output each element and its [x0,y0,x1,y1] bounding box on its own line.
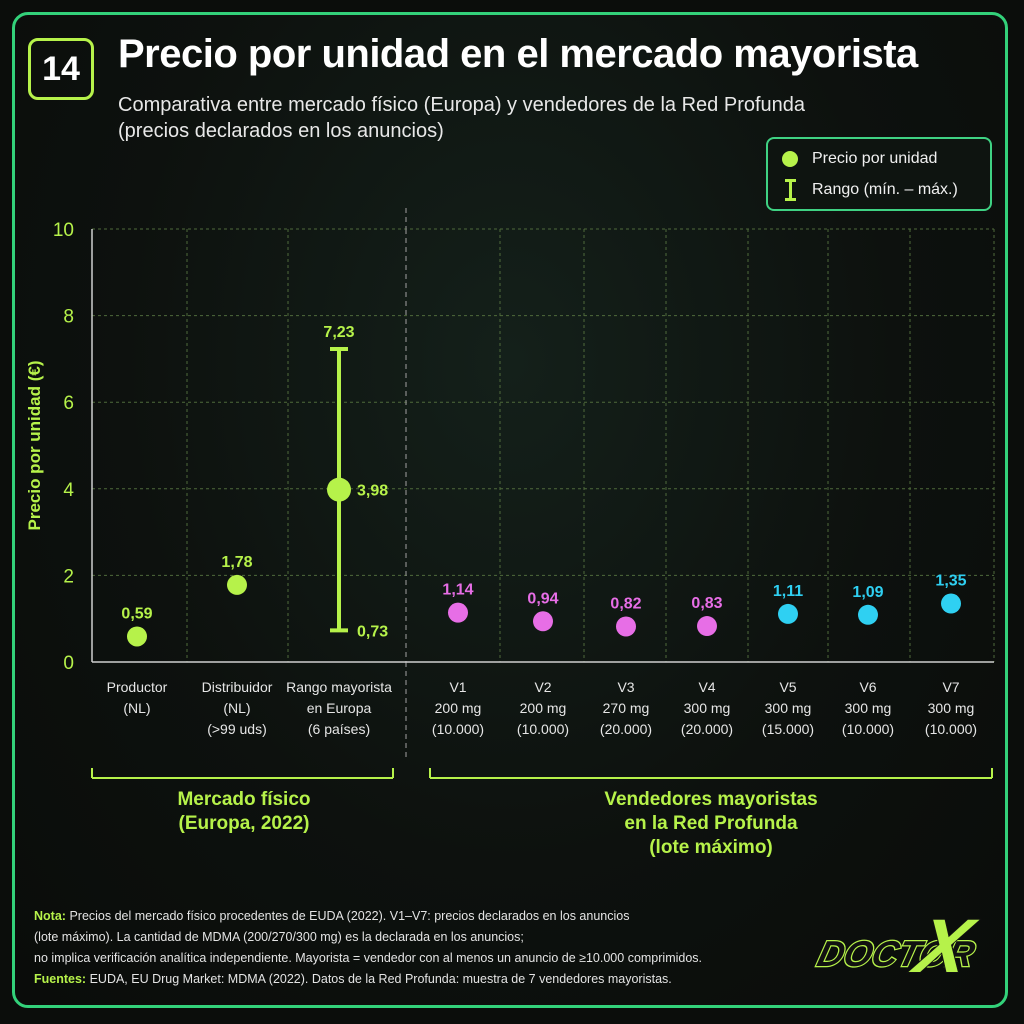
group-label-line: Mercado físico [177,789,311,810]
category-label: Productor [107,679,168,695]
doctorx-logo: DOCTOR X [812,903,985,990]
data-point [858,604,878,625]
category-label: (10.000) [517,721,569,737]
category-label: 200 mg [520,700,567,716]
data-point [778,603,798,624]
category-label: (NL) [123,700,150,716]
data-label: 0,82 [610,595,641,612]
y-axis-title: Precio por unidad (€) [25,360,44,530]
page-subtitle: Comparativa entre mercado físico (Europa… [118,92,978,144]
data-label: 0,59 [121,605,152,622]
category-label: en Europa [307,700,372,716]
legend-item-point: Precio por unidad [782,150,937,168]
category-label: V2 [534,679,551,695]
category-label: (10.000) [432,721,484,737]
subtitle-line-1: Comparativa entre mercado físico (Europa… [118,94,806,116]
data-point [616,616,636,637]
group-label-line: (Europa, 2022) [178,813,310,834]
data-point [941,593,961,614]
y-tick-label: 4 [63,480,74,501]
category-label: (20.000) [681,721,733,737]
category-label: 200 mg [435,700,482,716]
category-label: 300 mg [765,700,812,716]
data-label: 1,78 [221,554,252,571]
category-label: V6 [859,679,876,695]
data-label: 1,35 [935,573,966,590]
category-label: (6 países) [308,721,370,737]
chart-number: 14 [42,49,80,88]
category-label: V3 [617,679,634,695]
legend-point-label: Precio por unidad [812,150,938,167]
data-point [327,477,351,502]
data-point [127,626,147,647]
category-label: V4 [698,679,715,695]
category-label: (10.000) [925,721,977,737]
y-tick-label: 6 [63,393,74,414]
data-label: 1,09 [852,584,883,601]
chart-legend: Precio por unidad Rango (mín. – máx.) [766,137,992,211]
y-tick-label: 0 [63,653,74,674]
category-label: 270 mg [603,700,650,716]
category-label: (NL) [223,700,250,716]
legend-range-label: Rango (mín. – máx.) [812,181,958,198]
page-title: Precio por unidad en el mercado mayorist… [118,32,918,76]
y-tick-label: 8 [63,307,74,328]
data-label: 1,11 [773,583,803,600]
group-label-darkweb-vendors: Vendedores mayoristas en la Red Profunda (… [430,788,992,860]
note-text-2: (lote máximo). La cantidad de MDMA (200/… [34,930,524,944]
category-label: 300 mg [928,700,975,716]
legend-range-icon [782,179,798,201]
group-label-line: (lote máximo) [649,837,773,858]
data-point [697,616,717,637]
note-text-3: no implica verificación analítica indepe… [34,951,703,965]
footnote: Nota: Precios del mercado físico procede… [34,906,794,990]
category-label: V5 [779,679,796,695]
note-text-1: Precios del mercado físico procedentes d… [69,909,630,923]
category-label: Rango mayorista [286,679,392,695]
y-tick-label: 2 [63,566,74,587]
range-max-label: 7,23 [323,324,354,341]
category-label: (10.000) [842,721,894,737]
y-tick-label: 10 [53,220,74,241]
data-label: 0,83 [691,595,722,612]
category-label: V1 [449,679,466,695]
legend-item-range: Rango (mín. – máx.) [782,179,958,201]
data-label: 1,14 [442,582,473,599]
group-label-line: en la Red Profunda [624,813,798,834]
category-label: (15.000) [762,721,814,737]
category-label: 300 mg [845,700,892,716]
category-label: (>99 uds) [207,721,267,737]
range-min-label: 0,73 [357,623,388,640]
logo-text-doctor: DOCTOR [814,934,980,974]
data-point [227,574,247,595]
category-label: V7 [942,679,959,695]
data-point [448,602,468,623]
note-label: Nota: [34,909,66,923]
data-label: 0,94 [527,590,558,607]
category-label: Distribuidor [202,679,273,695]
legend-dot-icon [782,151,798,167]
data-label: 3,98 [357,483,388,500]
category-label: (20.000) [600,721,652,737]
subtitle-line-2: (precios declarados en los anuncios) [118,120,444,142]
group-label-physical-market: Mercado físico (Europa, 2022) [92,788,396,836]
sources-label: Fuentes: [34,972,87,986]
category-label: 300 mg [684,700,731,716]
chart-number-badge: 14 [28,38,94,100]
sources-line: Fuentes: EUDA, EU Drug Market: MDMA (202… [34,969,794,990]
group-label-line: Vendedores mayoristas [604,789,818,810]
data-point [533,611,553,632]
sources-text: EUDA, EU Drug Market: MDMA (2022). Datos… [89,972,672,986]
note-line-1: Nota: Precios del mercado físico procede… [34,906,794,927]
